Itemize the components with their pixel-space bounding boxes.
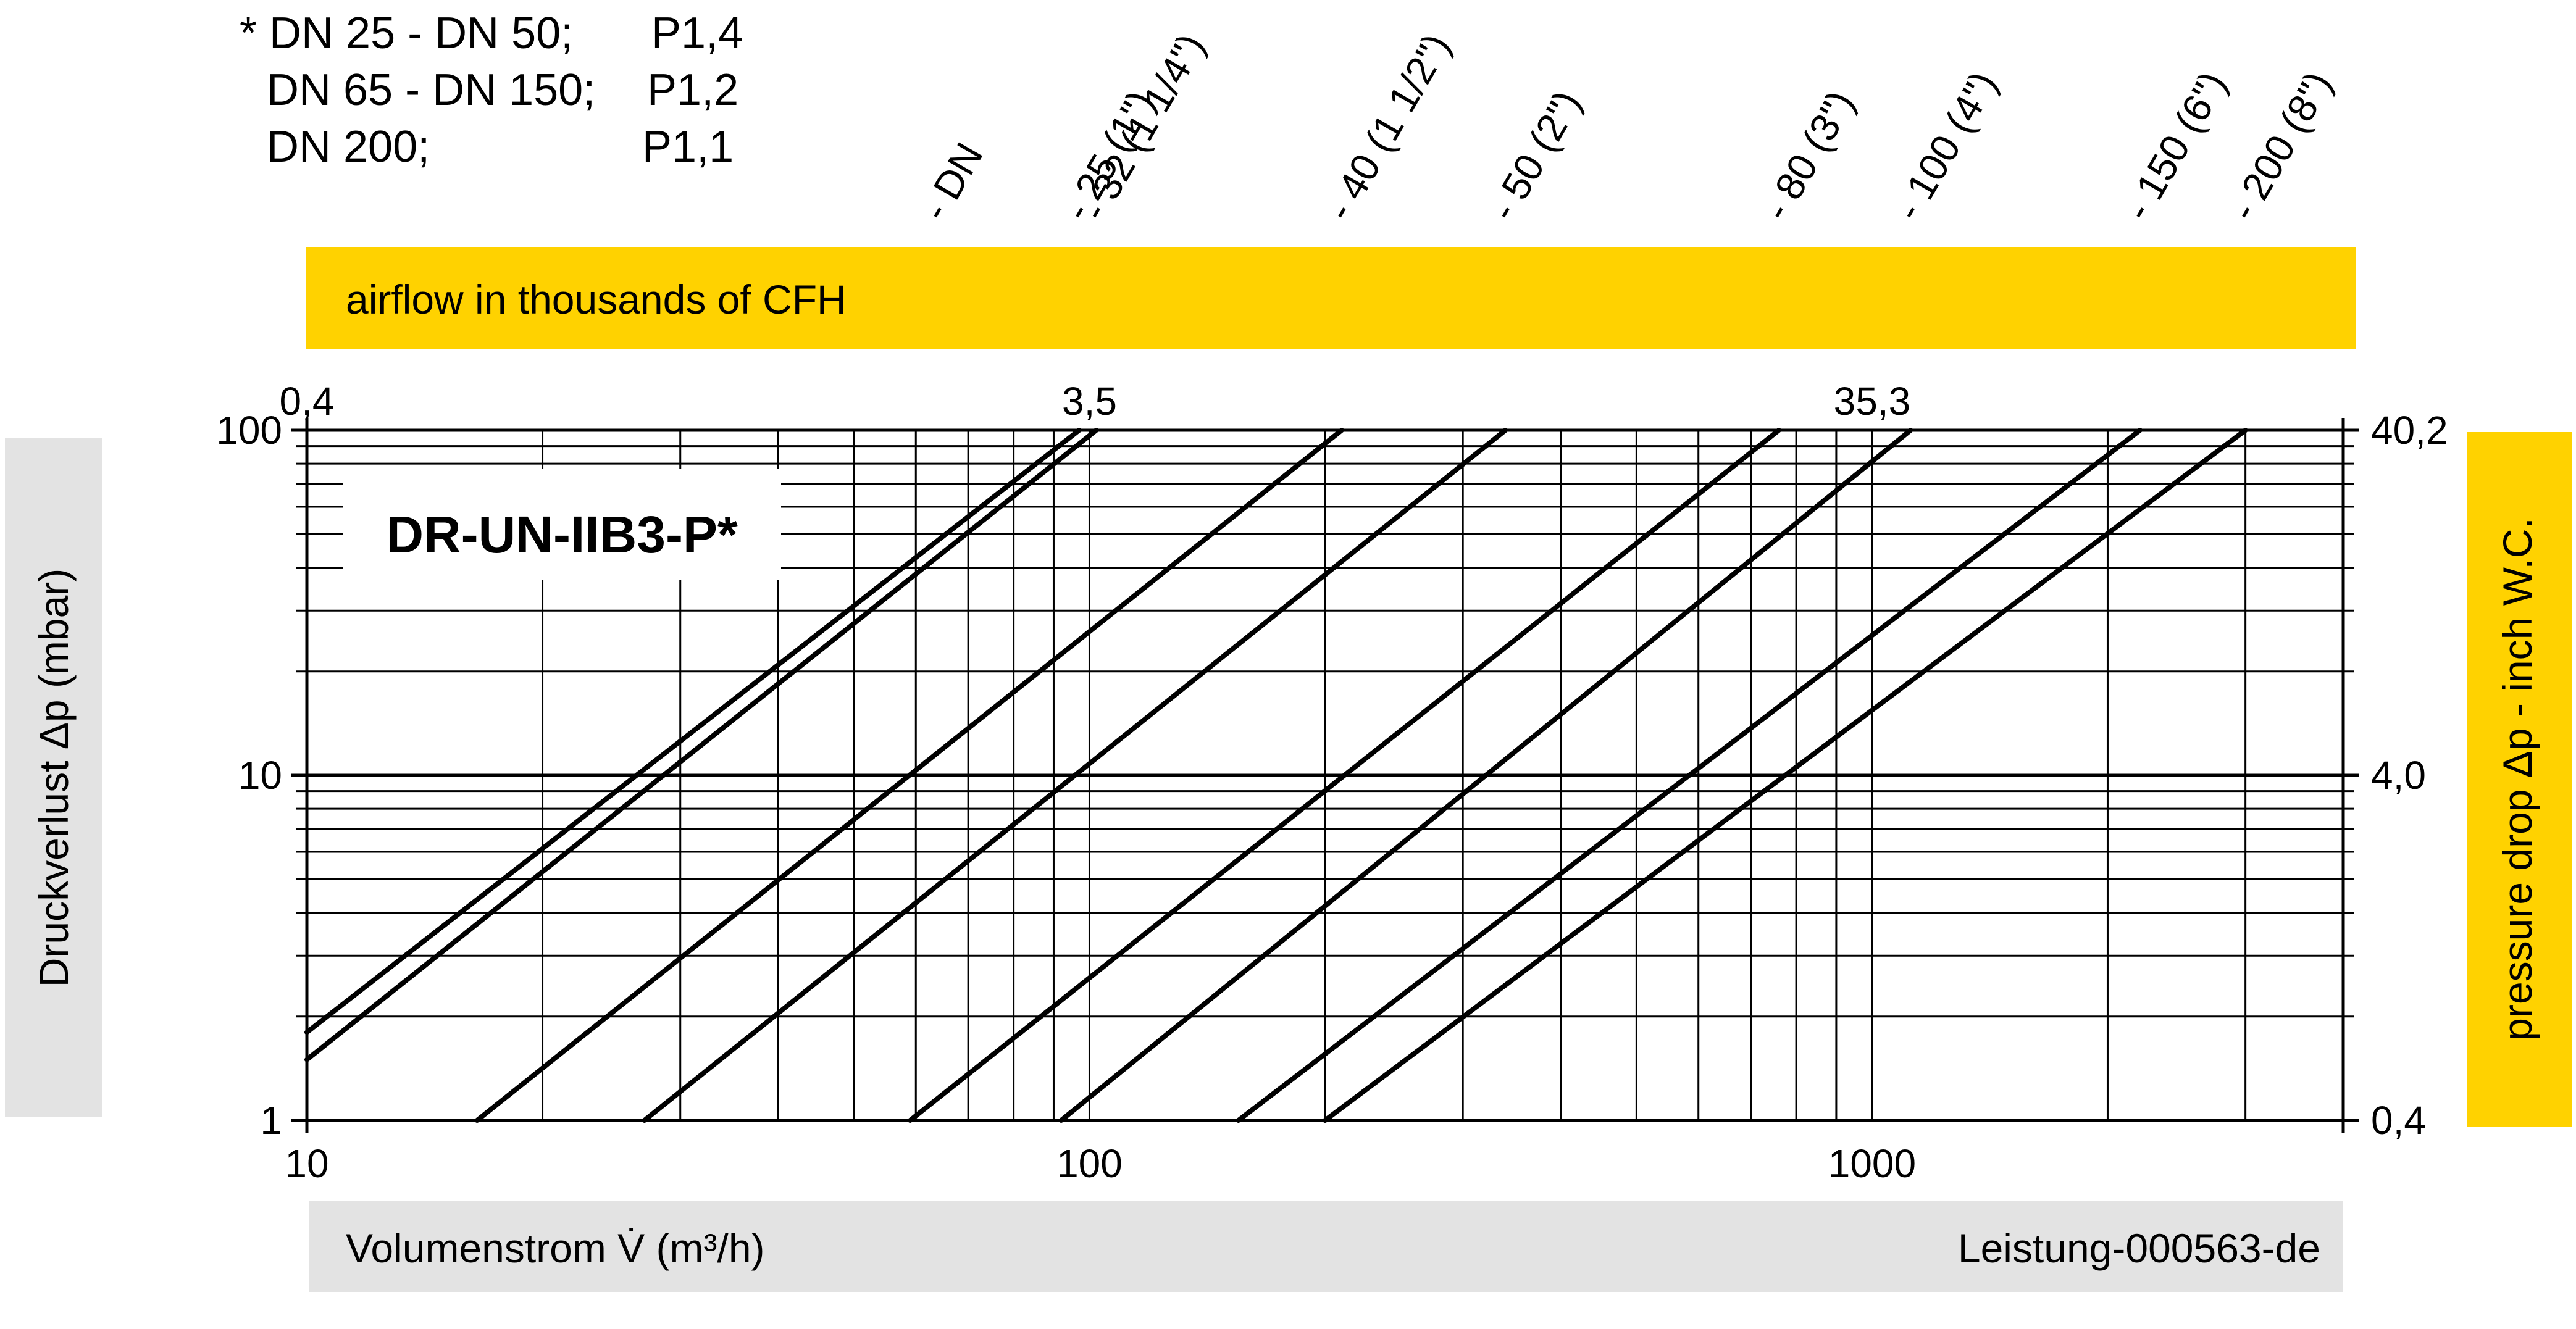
note-line1-right: P1,4 [651, 9, 743, 58]
note-line3-right: P1,1 [642, 122, 734, 172]
series-line [474, 428, 1344, 1123]
bottom-axis-title: Volumenstrom V̇ (m³/h) [346, 1225, 765, 1271]
series-label: - 50 (2") [1481, 83, 1590, 228]
pressure-class-note: * DN 25 - DN 50; P1,4 DN 65 - DN 150; P1… [240, 9, 743, 172]
note-line2-left: DN 65 - DN 150; [267, 65, 595, 115]
y-tick-label: 1 [260, 1098, 282, 1143]
series-line [908, 428, 1781, 1123]
note-line1-left: * DN 25 - DN 50; [240, 9, 573, 58]
series-label: - 150 (6") [2115, 64, 2236, 228]
right-tick-label: 4,0 [2371, 753, 2426, 798]
right-tick-label: 40,2 [2371, 408, 2448, 452]
series-line [304, 428, 1099, 1062]
series-label: - 100 (4") [1886, 64, 2006, 228]
right-axis-band [2467, 432, 2572, 1127]
top-tick-label: 0,4 [280, 379, 335, 423]
right-tick-label: 0,4 [2371, 1098, 2426, 1143]
dn-labels: - DN - 25 (1")- 32 (1 1/4") - 40 (1 1/2")… [913, 26, 2341, 228]
y-tick-label: 10 [238, 753, 282, 798]
top-axis-band [306, 247, 2356, 349]
series-line [304, 428, 1082, 1035]
note-line3-left: DN 200; [267, 122, 430, 172]
x-tick-label: 100 [1056, 1141, 1123, 1186]
top-axis-title: airflow in thousands of CFH [346, 277, 847, 322]
note-line2-right: P1,2 [647, 65, 738, 115]
dn-header-label: - DN [913, 135, 992, 228]
series-line [1236, 428, 2143, 1123]
y-tick-label: 100 [216, 408, 282, 452]
x-tick-label: 1000 [1828, 1141, 1916, 1186]
series-line [1058, 428, 1913, 1123]
x-tick-label: 10 [285, 1141, 328, 1186]
right-axis-title: pressure drop Δp - inch W.C. [2494, 517, 2540, 1040]
series-label: - 200 (8") [2220, 64, 2341, 228]
product-label: DR-UN-IIB3-P* [386, 506, 738, 564]
left-axis-title: Druckverlust Δp (mbar) [31, 569, 77, 988]
series-line [642, 428, 1508, 1123]
series-label: - 40 (1 1/2") [1317, 26, 1459, 228]
document-id: Leistung-000563-de [1958, 1225, 2320, 1271]
bottom-axis-band [309, 1201, 2343, 1292]
series-line [1323, 428, 2248, 1123]
top-tick-label: 35,3 [1834, 379, 1911, 423]
left-axis-band [5, 438, 102, 1117]
series-label: - 80 (3") [1754, 83, 1863, 228]
chart-series [304, 428, 2248, 1123]
series-label: - 32 (1 1/4") [1071, 26, 1213, 228]
product-label-box [343, 469, 781, 580]
top-tick-label: 3,5 [1062, 379, 1117, 423]
